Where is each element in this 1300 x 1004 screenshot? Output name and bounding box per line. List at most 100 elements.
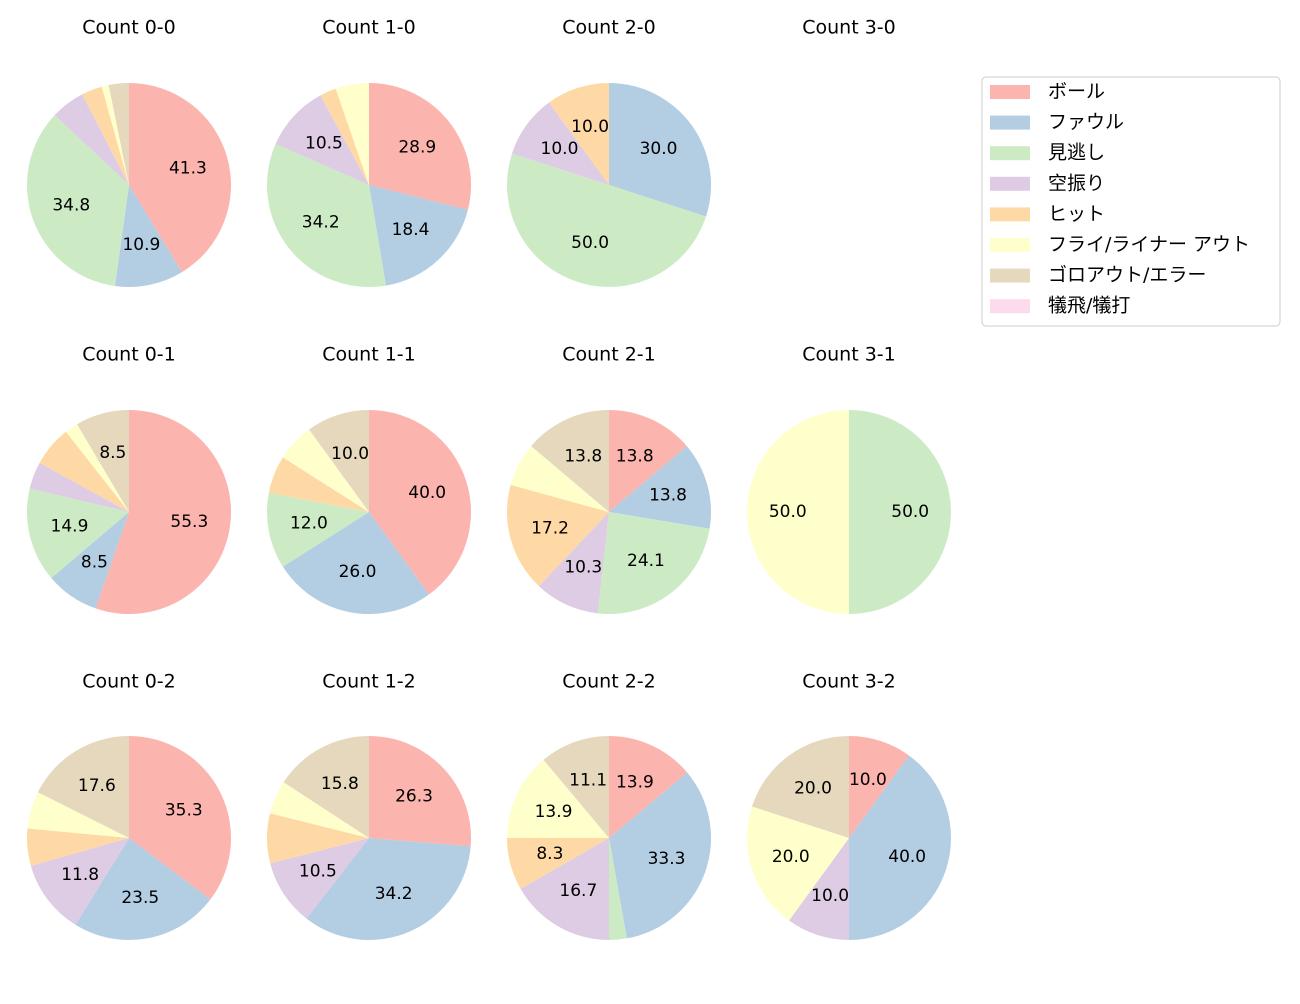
pie-slice — [369, 410, 471, 595]
pie-slice — [320, 88, 369, 185]
legend-label: ヒット — [1048, 203, 1105, 225]
legend-swatch — [990, 115, 1030, 130]
legend-label: 犠飛/犠打 — [1048, 295, 1130, 317]
value-label: 28.9 — [398, 137, 436, 157]
value-label: 13.8 — [564, 446, 602, 466]
value-label: 8.3 — [536, 844, 563, 864]
pie-slice — [108, 83, 129, 185]
value-label: 35.3 — [165, 801, 203, 821]
value-label: 13.8 — [616, 446, 654, 466]
pie-slice — [77, 410, 129, 512]
pie-slice — [849, 755, 952, 940]
pie-slice — [609, 772, 711, 939]
value-label: 13.9 — [535, 802, 573, 822]
pie-slice — [751, 736, 849, 838]
legend-label: ファウル — [1048, 111, 1124, 133]
value-label: 17.2 — [531, 518, 569, 538]
pie-slice — [114, 185, 183, 288]
chart-title: Count 1-0 — [322, 17, 416, 39]
pie-slice — [101, 85, 129, 185]
value-label: 55.3 — [170, 512, 208, 532]
pie-slice — [51, 512, 129, 609]
value-label: 18.4 — [392, 220, 430, 240]
pie-slice — [609, 83, 711, 217]
value-label: 10.3 — [564, 558, 602, 578]
pie-slice — [369, 83, 471, 210]
value-label: 26.0 — [339, 562, 377, 582]
pie-slice — [306, 838, 471, 941]
value-label: 17.6 — [78, 776, 116, 796]
pie-slice — [549, 83, 609, 185]
pie-slice — [531, 410, 609, 512]
value-label: 10.0 — [811, 886, 849, 906]
legend-swatch — [990, 176, 1030, 191]
pie-slice — [609, 446, 711, 529]
value-label: 10.5 — [299, 862, 337, 882]
value-label: 14.9 — [51, 516, 89, 536]
value-label: 26.3 — [395, 787, 433, 807]
pie-slice — [507, 153, 707, 287]
value-label: 15.8 — [321, 774, 359, 794]
value-label: 50.0 — [571, 233, 609, 253]
value-label: 11.8 — [61, 865, 99, 885]
pie-slice — [543, 736, 609, 838]
pie-slice — [282, 512, 429, 615]
legend-swatch — [990, 238, 1030, 252]
legend-label: フライ/ライナー アウト — [1048, 234, 1250, 256]
pie-slice — [283, 736, 369, 838]
pie-slice — [849, 410, 951, 614]
legend-swatch — [990, 146, 1030, 161]
pie-slice — [609, 838, 627, 940]
value-label: 10.0 — [541, 139, 579, 159]
pie-slice — [511, 102, 609, 185]
pie-slice — [282, 429, 369, 512]
chart-title: Count 1-1 — [322, 344, 416, 366]
legend-label: 見逃し — [1048, 142, 1105, 164]
legend-swatch — [990, 85, 1030, 99]
legend-box — [981, 76, 1281, 327]
value-label: 8.5 — [81, 553, 108, 573]
value-label: 24.1 — [627, 551, 665, 571]
pie-slice — [747, 806, 849, 921]
pie-slice — [507, 838, 609, 889]
pie-slice — [369, 185, 468, 286]
value-label: 41.3 — [169, 158, 207, 178]
pie-slice — [507, 759, 609, 838]
pie-slice — [270, 782, 369, 838]
pie-slice — [369, 736, 471, 847]
pie-slice — [27, 488, 129, 578]
pie-slice — [129, 83, 231, 273]
pie-slice — [75, 838, 211, 940]
pie-slice — [39, 431, 130, 512]
value-label: 33.3 — [648, 849, 686, 869]
value-label: 11.1 — [569, 770, 607, 790]
value-label: 16.7 — [559, 881, 597, 901]
pie-slice — [37, 736, 130, 838]
pie-slice — [82, 86, 129, 185]
pie-slice — [538, 512, 609, 614]
value-label: 50.0 — [891, 502, 929, 522]
value-label: 13.9 — [616, 773, 654, 793]
value-label: 23.5 — [121, 888, 159, 908]
pie-slice — [309, 410, 369, 512]
pie-slice — [335, 83, 369, 185]
pie-slice — [597, 512, 710, 614]
legend-label: ボール — [1048, 81, 1105, 103]
pie-slice — [507, 484, 609, 587]
legend-swatch — [990, 207, 1030, 222]
pie-slice — [129, 736, 232, 900]
value-label: 20.0 — [772, 847, 810, 867]
legend-swatch — [990, 268, 1030, 283]
pie-slice — [747, 410, 849, 614]
value-label: 34.2 — [302, 213, 340, 233]
value-label: 12.0 — [290, 513, 328, 533]
value-label: 13.8 — [649, 486, 687, 506]
value-label: 8.5 — [99, 443, 126, 463]
chart-title: Count 0-2 — [82, 671, 176, 693]
chart-title: Count 3-2 — [802, 671, 896, 693]
value-label: 50.0 — [769, 502, 807, 522]
chart-title: Count 1-2 — [322, 671, 416, 693]
pie-slice — [849, 736, 909, 838]
value-label: 10.0 — [849, 770, 887, 790]
